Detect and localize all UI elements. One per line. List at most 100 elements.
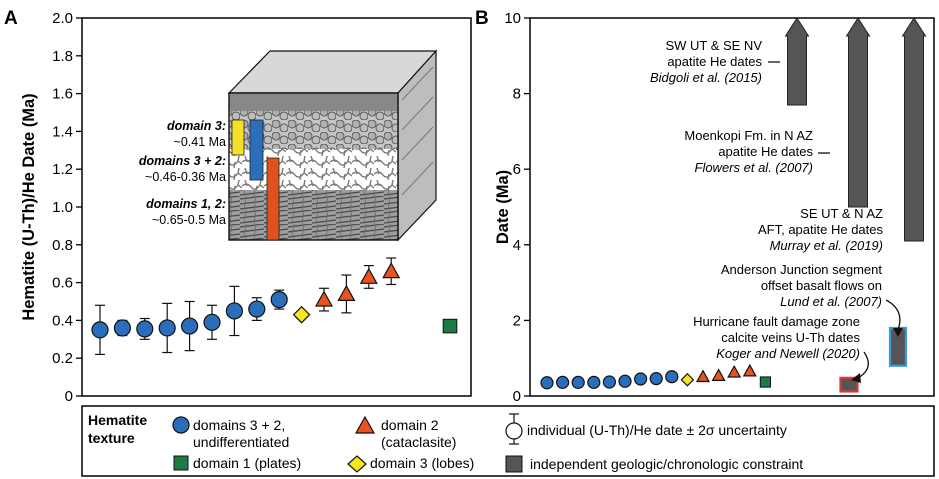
lund-label-1: Anderson Junction segment [721, 262, 883, 277]
legend-independent: independent geologic/chronologic constra… [530, 456, 803, 472]
panel-a-y-tick-label: 1.6 [52, 86, 73, 103]
block-plates-layer [229, 190, 398, 240]
panel-a-circle-point [225, 302, 243, 320]
lund-arrowhead [893, 328, 903, 337]
bidgoli-label-1: SW UT & SE NV [665, 38, 762, 53]
panel-a-y-tick-label: 0.4 [52, 312, 73, 329]
legend-circle-icon [172, 416, 190, 434]
legend-title-2: texture [88, 430, 135, 446]
bidgoli-label-2: apatite He dates [667, 54, 762, 69]
domains-3-2-bar [249, 119, 264, 181]
panel-b-y-tick-label: 2 [513, 312, 521, 329]
panel-b-circle-point [587, 375, 601, 389]
panel-a-triangle-point [359, 267, 378, 284]
koger-label-2: calcite veins U-Th dates [721, 330, 860, 345]
panel-b-y-tick-label: 6 [513, 161, 521, 178]
panel-a-data-points [91, 257, 458, 356]
panel-b-triangle-point [695, 369, 711, 383]
panel-a-y-tick-label: 0.8 [52, 237, 73, 254]
legend-individual: individual (U-Th)/He date ± 2σ uncertain… [527, 422, 787, 438]
legend-diamond-icon [347, 455, 367, 473]
panel-b-circle-point [540, 376, 554, 390]
panel-b-y-tick-label: 10 [504, 10, 521, 27]
panel-a-circle-point [91, 321, 109, 339]
panel-a-y-tick-label: 0 [65, 388, 73, 405]
panel-a-y-tick-label: 2.0 [52, 10, 73, 27]
panel-b-circle-point [665, 370, 679, 384]
panel-b-circle-point [633, 372, 648, 386]
panel-a-diamond-point [292, 305, 311, 324]
panel-a-y-tick-label: 0.2 [52, 350, 73, 367]
koger-pointer-arrow [857, 351, 869, 379]
lund-citation: Lund et al. (2007) [780, 294, 882, 309]
inset-domains-1-2-title: domains 1, 2: [146, 197, 226, 211]
panel-b-circle-point [649, 372, 663, 386]
block-top-layer [229, 93, 398, 111]
panel-a-y-tick-label: 1.2 [52, 161, 73, 178]
koger-label-1: Hurricane fault damage zone [693, 314, 860, 329]
domains-1-2-bar [266, 157, 280, 241]
panel-a-triangle-point [382, 262, 401, 279]
koger-citation: Koger and Newell (2020) [716, 346, 860, 361]
panel-a-y-tick-label: 1.0 [52, 199, 73, 216]
constraint-bar-koger [839, 376, 859, 393]
panel-b-data-points [540, 363, 771, 390]
flowers-citation: Flowers et al. (2007) [695, 160, 814, 175]
panel-b-triangle-point [711, 368, 726, 381]
legend-domain1: domain 1 (plates) [193, 455, 301, 471]
legend-domain2-1: domain 2 [381, 417, 439, 433]
panel-b-circle-point [602, 375, 617, 389]
panel-b-y-axis-label: Date (Ma) [494, 170, 512, 244]
panel-b-plot-frame [529, 17, 935, 397]
panel-a-circle-point [113, 319, 132, 337]
panel-b-diamond-point [680, 372, 695, 387]
inset-domains-1-2-value: ~0.65-0.5 Ma [152, 213, 226, 227]
domain-3-bar [231, 119, 245, 156]
legend-domains32-2: undifferentiated [193, 434, 289, 450]
legend-triangle-icon [354, 415, 376, 434]
legend-title-1: Hematite [88, 412, 147, 428]
inset-domain-3-title: domain 3: [167, 119, 226, 133]
inset-domains-3-2-value: ~0.46-0.36 Ma [145, 170, 226, 184]
panel-a-circle-point [136, 320, 154, 338]
panel-a: A 0 0.2 0.4 0.6 0.8 1.0 1.2 1.4 1.6 1.8 2.0 Hemati… [4, 8, 472, 405]
legend: Hematite texture domains 3 + 2, undiffer… [81, 405, 935, 477]
panel-b-triangle-point [727, 364, 742, 378]
bidgoli-citation: Bidgoli et al. (2015) [650, 70, 762, 85]
murray-citation: Murray et al. (2019) [770, 238, 883, 253]
legend-gray-bar-icon [505, 455, 523, 473]
panel-a-circle-point [158, 319, 176, 337]
panel-a-circle-point [181, 317, 199, 335]
legend-domains32-1: domains 3 + 2, [193, 417, 285, 433]
panel-a-y-tick-label: 1.4 [52, 123, 73, 140]
constraint-arrow-murray [901, 17, 927, 242]
inset-domains-3-2-title: domains 3 + 2: [139, 154, 226, 168]
panel-a-circle-point [270, 291, 288, 309]
panel-b-y-tick-label: 0 [513, 388, 521, 405]
panel-b-constraints [784, 17, 927, 393]
constraint-arrow-bidgoli [784, 17, 810, 106]
inset-domain-3-value: ~0.41 Ma [174, 135, 227, 149]
panel-a-label: A [4, 8, 18, 29]
panel-a-square-point [442, 318, 458, 334]
legend-domain3: domain 3 (lobes) [370, 455, 474, 471]
panel-b-y-axis: 0 2 4 6 8 10 [504, 10, 530, 405]
panel-b-label: B [475, 8, 489, 29]
panel-b-circle-point [571, 375, 585, 389]
lund-label-2: offset basalt flows on [761, 278, 882, 293]
panel-b-y-tick-label: 4 [513, 237, 521, 254]
panel-a-triangle-point [337, 284, 356, 301]
panel-a-y-tick-label: 0.6 [52, 275, 73, 292]
panel-b-square-point [759, 376, 771, 388]
constraint-arrow-flowers [845, 17, 871, 208]
panel-a-y-axis-label: Hematite (U-Th)/He Date (Ma) [20, 93, 38, 320]
legend-errorbar-icon [505, 413, 523, 445]
panel-a-y-tick-label: 1.8 [52, 48, 73, 65]
panel-a-circle-point [248, 300, 266, 318]
flowers-label-2: apatite He dates [718, 144, 813, 159]
murray-label-1: SE UT & N AZ [800, 206, 883, 221]
panel-a-y-axis: 0 0.2 0.4 0.6 0.8 1.0 1.2 1.4 1.6 1.8 2.0 [52, 10, 82, 405]
flowers-label-1: Moenkopi Fm. in N AZ [684, 128, 813, 143]
koger-arrowhead [851, 373, 861, 383]
panel-b: B 0 2 4 6 8 10 Date (Ma) SW UT & SE NV apatit… [475, 8, 935, 405]
